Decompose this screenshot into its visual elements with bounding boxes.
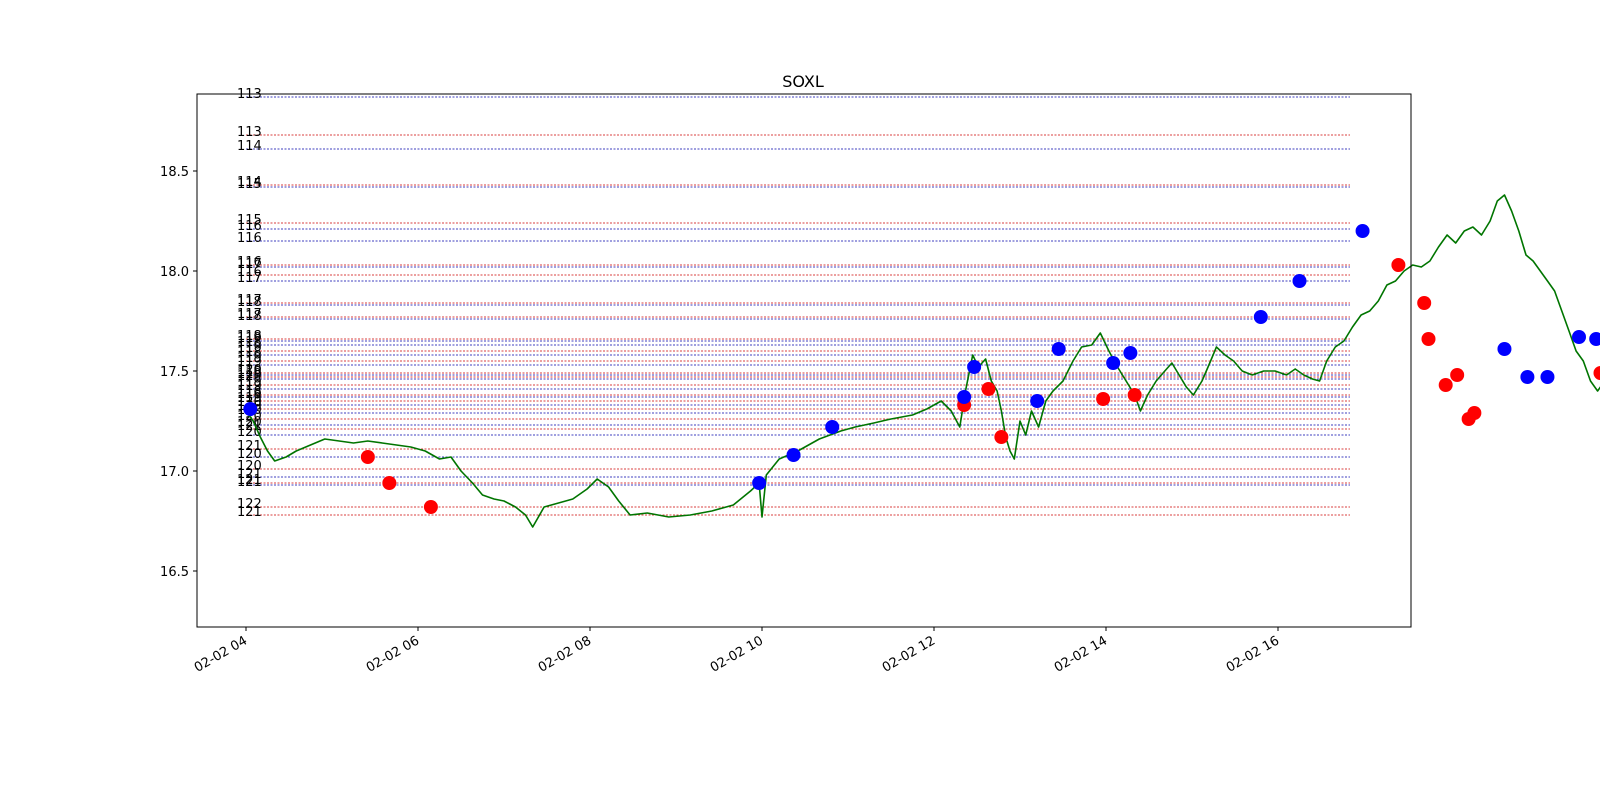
level-label: 115 [237,213,262,228]
level-label: 117 [237,307,262,322]
level-label: 118 [237,335,262,350]
buy-marker [1030,394,1045,408]
level-label: 118 [237,385,262,400]
level-label: 119 [237,375,262,390]
level-label: 115 [237,177,262,192]
level-label: 118 [237,345,262,360]
level-label: 117 [237,293,262,308]
sell-marker [1096,392,1111,406]
level-label: 118 [237,365,262,380]
level-lines [246,96,1350,516]
buy-marker [1051,342,1066,356]
buy-marker [1520,370,1535,384]
level-label: 118 [237,329,262,344]
level-label: 116 [237,265,262,280]
sell-marker [1391,258,1406,272]
plot-area-frame [196,93,1412,628]
buy-marker [1355,224,1370,238]
level-label: 120 [237,363,262,378]
y-tick-label: 16.5 [160,565,189,580]
level-label: 119 [237,351,262,366]
level-label: 116 [237,231,262,246]
level-label: 121 [237,475,262,490]
level-label: 120 [237,459,262,474]
buy-marker [752,476,767,490]
chart-title: SOXL [782,72,824,91]
sell-marker [1438,378,1453,392]
level-label: 117 [237,257,262,272]
level-label: 120 [237,369,262,384]
buy-marker [1497,342,1512,356]
buy-marker [1123,346,1138,360]
level-label: 118 [237,309,262,324]
sell-marker [1467,406,1482,420]
sell-marker [994,430,1009,444]
level-label: 119 [237,379,262,394]
buy-marker [1572,330,1586,344]
sell-marker [1417,296,1432,310]
y-tick-label: 18.0 [160,265,189,280]
buy-marker [1589,332,1600,346]
level-label: 116 [237,255,262,270]
buy-marker [1540,370,1555,384]
level-label: 121 [237,467,262,482]
buy-marker [1292,274,1307,288]
y-tick-label: 17.0 [160,465,189,480]
buy-marker [786,448,801,462]
level-label: 121 [237,419,262,434]
level-label: 121 [237,473,262,488]
sell-marker [360,450,375,464]
level-label: 117 [237,271,262,286]
y-tick-label: 18.5 [160,165,189,180]
level-label: 122 [237,497,262,512]
level-label: 118 [237,295,262,310]
level-label: 113 [237,125,262,140]
price-series [245,194,1600,528]
sell-marker [1593,366,1600,380]
level-label: 119 [237,387,262,402]
level-label: 119 [237,367,262,382]
buy-marker [967,360,982,374]
sell-marker [1421,332,1436,346]
level-label: 119 [237,391,262,406]
sell-marker [423,500,438,514]
sell-marker [382,476,397,490]
buy-marker [957,390,972,404]
sell-marker [1450,368,1465,382]
y-tick-label: 17.5 [160,365,189,380]
trade-markers [243,224,1600,514]
level-label: 120 [237,447,262,462]
y-axis: 16.5 17.0 17.5 18.0 18.5 [160,165,197,580]
level-labels: 1131131141141151151161161161171161171171… [237,87,262,520]
level-label: 119 [237,341,262,356]
buy-marker [1106,356,1121,370]
level-label: 120 [237,425,262,440]
price-line [245,194,1600,528]
sell-marker [1127,388,1142,402]
buy-marker [243,402,258,416]
level-label: 116 [237,219,262,234]
level-label: 114 [237,175,262,190]
level-label: 121 [237,439,262,454]
level-label: 119 [237,355,262,370]
level-label: 121 [237,505,262,520]
level-label: 119 [237,331,262,346]
buy-marker [825,420,840,434]
sell-marker [981,382,996,396]
buy-marker [1253,310,1268,324]
level-label: 114 [237,139,262,154]
